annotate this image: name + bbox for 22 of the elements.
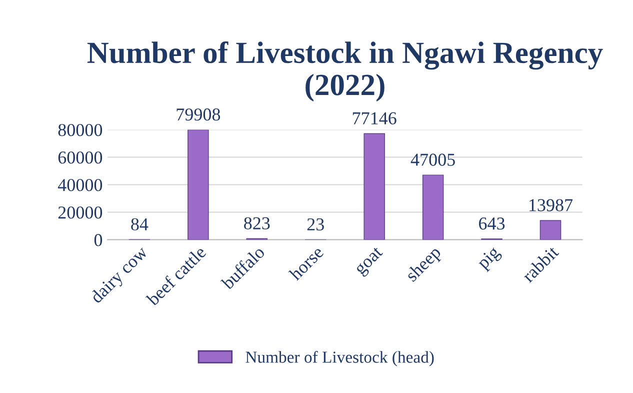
chart-title: Number of Livestock in Ngawi Regency (2022) [87,41,603,102]
legend-label: Number of Livestock (head) [246,350,434,366]
bar [364,133,385,240]
data-label: 13987 [530,199,573,212]
data-label: 823 [244,217,270,230]
y-tick-label: 60000 [58,151,102,164]
y-tick-label: 80000 [58,124,102,136]
bar [422,174,444,240]
y-tick-label: 40000 [58,178,102,192]
data-label: 77146 [352,112,396,124]
y-tick-label: 20000 [58,206,102,219]
bar [540,220,562,240]
data-label: 84 [131,218,148,230]
x-tick-label: pig [476,245,504,272]
x-tick-label: goat [354,246,386,278]
data-label: 643 [479,217,505,230]
data-label: 79908 [176,108,220,121]
y-tick-label: 0 [94,234,102,246]
data-label: 23 [307,218,324,230]
data-label: 47005 [410,154,455,166]
bar [188,130,209,240]
x-tick-label: beef cattle [145,244,207,306]
